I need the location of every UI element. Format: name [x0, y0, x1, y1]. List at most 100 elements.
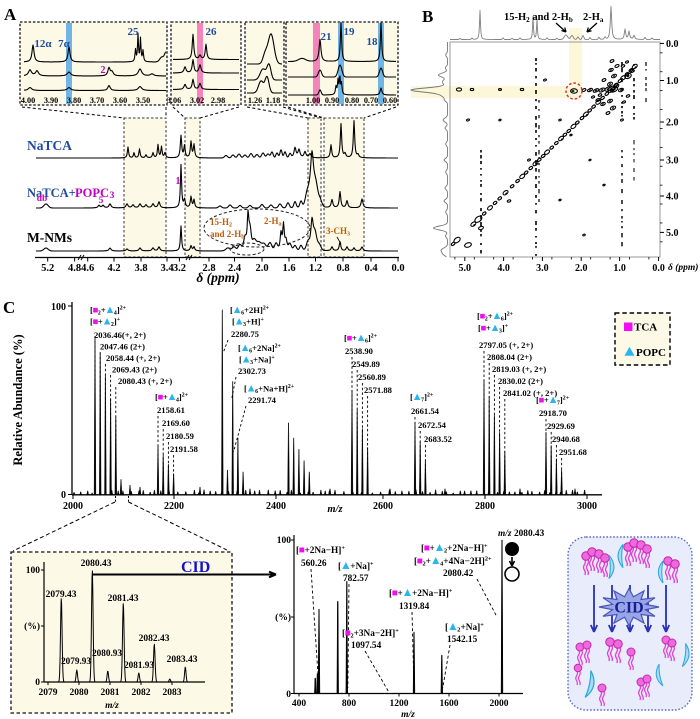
svg-text:[▲6+2Na]2+: [▲6+2Na]2+	[238, 342, 281, 355]
svg-text:2000: 2000	[490, 699, 509, 709]
svg-text:0: 0	[61, 490, 66, 501]
svg-text:782.57: 782.57	[343, 574, 369, 584]
svg-text:2560.89: 2560.89	[358, 372, 386, 382]
svg-text:B: B	[422, 7, 433, 26]
svg-text:2.0: 2.0	[575, 263, 588, 274]
svg-text:4.0: 4.0	[497, 263, 510, 274]
svg-text:2841.02 (+, 2+): 2841.02 (+, 2+)	[503, 388, 557, 398]
svg-text:0.90: 0.90	[325, 96, 339, 105]
svg-text:CID: CID	[181, 559, 210, 576]
svg-text:2400: 2400	[266, 501, 286, 512]
svg-text:100: 100	[277, 536, 292, 546]
svg-text:[▲6+Na+H]2+: [▲6+Na+H]2+	[244, 383, 294, 396]
svg-text:2819.03 (+, 2+): 2819.03 (+, 2+)	[492, 364, 546, 374]
svg-text:2082: 2082	[132, 688, 151, 698]
svg-text:[■2+▲6]2+: [■2+▲6]2+	[477, 310, 513, 323]
svg-text:m/z: m/z	[327, 504, 343, 515]
svg-text:2: 2	[101, 65, 106, 76]
svg-text:2940.68: 2940.68	[552, 434, 581, 444]
svg-text:2079: 2079	[39, 688, 58, 698]
svg-text:0.70: 0.70	[364, 96, 378, 105]
svg-text:12α: 12α	[34, 38, 52, 50]
svg-text:19: 19	[344, 26, 356, 38]
svg-text:2058.44 (+, 2+): 2058.44 (+, 2+)	[106, 353, 160, 363]
svg-text:0.0: 0.0	[652, 263, 665, 274]
svg-text:[■2+▲4+4Na−2H]2+: [■2+▲4+4Na−2H]2+	[414, 553, 492, 568]
svg-text:3.0: 3.0	[536, 263, 549, 274]
svg-text:2.0: 2.0	[255, 263, 268, 274]
svg-text:(%): (%)	[24, 621, 40, 632]
svg-text:2080.42: 2080.42	[443, 569, 474, 579]
svg-text:2081.93: 2081.93	[124, 660, 154, 670]
svg-text:2.0: 2.0	[666, 118, 679, 129]
svg-text:[■+▲2+2Na−H]+: [■+▲2+2Na−H]+	[421, 540, 488, 555]
svg-text:δ (ppm): δ (ppm)	[196, 270, 239, 285]
svg-text:1200: 1200	[390, 699, 409, 709]
svg-text:2080.43: 2080.43	[514, 529, 545, 539]
svg-text:1.18: 1.18	[266, 96, 280, 105]
svg-text:7α: 7α	[58, 38, 71, 50]
svg-text:2069.43 (2+): 2069.43 (2+)	[112, 365, 157, 375]
svg-text:m/z: m/z	[401, 710, 415, 719]
svg-text:4.8: 4.8	[68, 263, 81, 274]
svg-text:POPC: POPC	[75, 186, 109, 200]
svg-text:1600: 1600	[440, 699, 459, 709]
svg-text:4.00: 4.00	[21, 96, 35, 105]
svg-text:0.8: 0.8	[336, 263, 349, 274]
svg-text:2083.43: 2083.43	[167, 655, 198, 665]
svg-text:0.60: 0.60	[383, 96, 397, 105]
svg-text:CID: CID	[614, 600, 643, 617]
svg-text:4.0: 4.0	[666, 192, 679, 203]
svg-text:560.26: 560.26	[301, 559, 327, 569]
svg-text:1: 1	[176, 176, 181, 187]
svg-text:5.0: 5.0	[459, 263, 472, 274]
svg-text:2683.52: 2683.52	[424, 434, 452, 444]
svg-text:(%): (%)	[275, 612, 291, 623]
svg-text:db: db	[37, 194, 48, 204]
svg-text:1.0: 1.0	[613, 263, 626, 274]
svg-text:2929.69: 2929.69	[547, 421, 575, 431]
svg-text:NaTCA: NaTCA	[27, 138, 72, 153]
svg-text:0.0: 0.0	[666, 39, 679, 50]
svg-text:100: 100	[51, 302, 66, 313]
svg-text:25: 25	[128, 26, 140, 38]
svg-text:A: A	[4, 5, 17, 24]
svg-text:400: 400	[292, 699, 307, 709]
svg-text:26: 26	[206, 26, 218, 38]
svg-text:3: 3	[110, 191, 115, 201]
svg-text:[■+▲6]2+: [■+▲6]2+	[344, 332, 377, 345]
svg-text:15-H2: 15-H2	[210, 217, 232, 229]
svg-text:5.0: 5.0	[666, 228, 679, 239]
svg-text:3-CH3: 3-CH3	[326, 226, 350, 238]
svg-text:4.2: 4.2	[107, 263, 120, 274]
svg-text:5: 5	[99, 196, 104, 206]
svg-text:2918.70: 2918.70	[539, 408, 567, 418]
svg-text:3.50: 3.50	[136, 96, 150, 105]
svg-text:1097.54: 1097.54	[351, 641, 382, 651]
svg-text:C: C	[3, 298, 15, 317]
svg-text:5.2: 5.2	[41, 263, 54, 274]
svg-text:2080.43 (+, 2+): 2080.43 (+, 2+)	[118, 376, 172, 386]
svg-text:2082.43: 2082.43	[139, 634, 170, 644]
svg-text:2000: 2000	[63, 501, 83, 512]
svg-text:2661.54: 2661.54	[411, 406, 440, 416]
svg-text:18: 18	[367, 36, 379, 48]
svg-text:POPC: POPC	[636, 347, 666, 359]
svg-text:2672.54: 2672.54	[418, 420, 447, 430]
svg-text:3.8: 3.8	[134, 263, 147, 274]
svg-text:2.8: 2.8	[202, 263, 215, 274]
svg-text:0: 0	[35, 678, 40, 688]
svg-text:2079.93: 2079.93	[61, 656, 91, 666]
svg-text:2191.58: 2191.58	[170, 444, 199, 454]
svg-text:2951.68: 2951.68	[559, 447, 588, 457]
svg-text:[▲+Na]+: [▲+Na]+	[338, 558, 374, 572]
svg-text:1.26: 1.26	[248, 96, 262, 105]
svg-text:2538.90: 2538.90	[345, 346, 373, 356]
svg-text:3000: 3000	[577, 501, 597, 512]
svg-text:0: 0	[286, 690, 291, 700]
svg-text:2180.59: 2180.59	[166, 431, 194, 441]
svg-text:2.98: 2.98	[211, 96, 225, 105]
svg-text:m/z: m/z	[105, 701, 119, 711]
svg-text:1319.84: 1319.84	[399, 602, 430, 612]
svg-text:800: 800	[342, 699, 357, 709]
